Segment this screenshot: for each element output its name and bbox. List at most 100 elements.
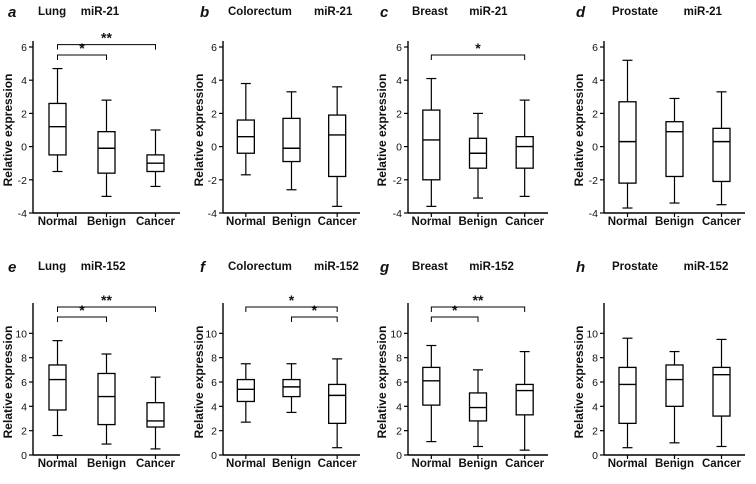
panel-tissue-label: Breast	[412, 261, 448, 273]
y-tick-label: -2	[208, 175, 217, 187]
category-label: Benign	[655, 458, 694, 470]
category-label: Normal	[226, 458, 266, 470]
box-normal	[618, 59, 637, 209]
y-tick-label: -2	[589, 175, 598, 187]
y-tick-label: 6	[396, 42, 402, 54]
significance-bracket: *	[430, 40, 526, 60]
category-label: Benign	[272, 458, 311, 470]
y-axis-label: Relative expression	[375, 326, 389, 439]
significance-label: **	[473, 292, 484, 308]
box-cancer	[328, 86, 347, 207]
panel-letter: h	[576, 259, 585, 276]
box-cancer	[328, 358, 347, 449]
box-iqr	[515, 383, 534, 416]
y-tick-label: 6	[211, 42, 217, 54]
category-label: Normal	[38, 216, 78, 228]
panel-gene-label: miR-152	[81, 261, 126, 273]
category-label: Normal	[226, 216, 266, 228]
box-cancer	[712, 338, 731, 448]
panel-gene-label: miR-152	[469, 261, 514, 273]
bracket-line	[57, 54, 107, 60]
significance-bracket: *	[430, 302, 479, 322]
y-tick-label: 0	[592, 450, 598, 462]
y-tick-label: -2	[393, 175, 402, 187]
box-iqr	[665, 364, 684, 407]
category-label: Cancer	[702, 216, 742, 228]
y-tick-label: 2	[21, 108, 27, 120]
y-tick-label: 4	[21, 401, 27, 413]
panel-a: a Lung miR-21 -4 -2 0 2 4 6 Relative expression No…	[1, 4, 180, 228]
box-cancer	[146, 129, 165, 188]
panel-letter: g	[379, 259, 389, 276]
box-cancer	[146, 376, 165, 450]
y-tick-label: 2	[21, 426, 27, 438]
box-benign	[282, 363, 301, 414]
category-label: Benign	[459, 458, 498, 470]
y-axis-label: Relative expression	[192, 326, 206, 439]
significance-label: *	[475, 40, 481, 56]
box-iqr	[712, 366, 731, 417]
significance-label: **	[101, 30, 112, 46]
y-tick-label: 8	[211, 353, 217, 365]
y-axis-label: Relative expression	[192, 74, 206, 187]
panel-b: b Colorectum miR-21 -4 -2 0 2 4 6 Relative expres…	[192, 4, 360, 228]
y-tick-label: 6	[396, 377, 402, 389]
bracket-line	[430, 316, 479, 322]
bracket-line	[245, 306, 338, 312]
significance-bracket: **	[430, 292, 526, 312]
y-tick-label: 4	[211, 75, 217, 87]
box-benign	[97, 353, 116, 445]
y-tick-label: 6	[211, 377, 217, 389]
y-axis-label: Relative expression	[572, 74, 586, 187]
box-benign	[468, 369, 488, 448]
panel-tissue-label: Lung	[38, 6, 66, 18]
y-tick-label: -4	[208, 208, 217, 220]
y-tick-label: 4	[211, 401, 217, 413]
box-benign	[665, 350, 684, 444]
category-label: Normal	[608, 458, 648, 470]
panel-gene-label: miR-152	[684, 261, 729, 273]
significance-bracket: *	[245, 292, 338, 312]
significance-bracket: **	[57, 30, 156, 50]
category-label: Cancer	[136, 216, 176, 228]
box-iqr	[97, 131, 116, 174]
box-iqr	[282, 378, 301, 398]
category-label: Normal	[412, 458, 452, 470]
y-axis-label: Relative expression	[1, 326, 15, 439]
y-tick-label: 8	[592, 353, 598, 365]
category-label: Cancer	[318, 458, 358, 470]
box-cancer	[712, 91, 731, 206]
significance-bracket: **	[57, 292, 156, 312]
category-label: Normal	[608, 216, 648, 228]
box-iqr	[515, 135, 534, 169]
y-tick-label: 8	[396, 353, 402, 365]
y-tick-label: -2	[18, 175, 27, 187]
box-normal	[618, 337, 637, 449]
y-tick-label: 2	[592, 108, 598, 120]
panel-tissue-label: Breast	[412, 6, 448, 18]
category-label: Benign	[87, 458, 126, 470]
y-tick-label: 0	[21, 142, 27, 154]
box-cancer	[515, 350, 534, 451]
panel-gene-label: miR-21	[314, 6, 353, 18]
significance-label: *	[452, 302, 458, 318]
box-iqr	[422, 109, 441, 181]
box-iqr	[48, 364, 67, 411]
panel-tissue-label: Lung	[38, 261, 66, 273]
y-tick-label: 8	[21, 353, 27, 365]
y-tick-label: 2	[396, 426, 402, 438]
y-tick-label: 6	[592, 377, 598, 389]
significance-label: *	[79, 40, 85, 56]
y-tick-label: 0	[592, 142, 598, 154]
category-label: Benign	[87, 216, 126, 228]
significance-bracket: *	[57, 40, 107, 60]
y-tick-label: 2	[592, 426, 598, 438]
panel-tissue-label: Prostate	[612, 261, 658, 273]
category-label: Cancer	[505, 458, 545, 470]
category-label: Benign	[655, 216, 694, 228]
y-tick-label: 4	[396, 401, 402, 413]
bracket-line	[57, 306, 156, 312]
y-axis-label: Relative expression	[1, 74, 15, 187]
